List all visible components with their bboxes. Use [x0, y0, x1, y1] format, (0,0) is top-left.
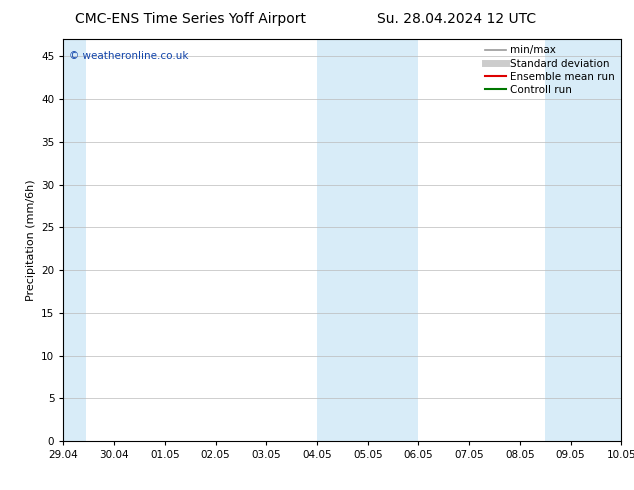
Text: © weatheronline.co.uk: © weatheronline.co.uk [69, 51, 188, 61]
Text: Su. 28.04.2024 12 UTC: Su. 28.04.2024 12 UTC [377, 12, 536, 26]
Bar [317, 39, 418, 441]
Text: CMC-ENS Time Series Yoff Airport: CMC-ENS Time Series Yoff Airport [75, 12, 306, 26]
Y-axis label: Precipitation (mm/6h): Precipitation (mm/6h) [25, 179, 36, 301]
Legend: min/max, Standard deviation, Ensemble mean run, Controll run: min/max, Standard deviation, Ensemble me… [481, 41, 619, 99]
Bar [63, 39, 86, 441]
Bar [545, 39, 634, 441]
